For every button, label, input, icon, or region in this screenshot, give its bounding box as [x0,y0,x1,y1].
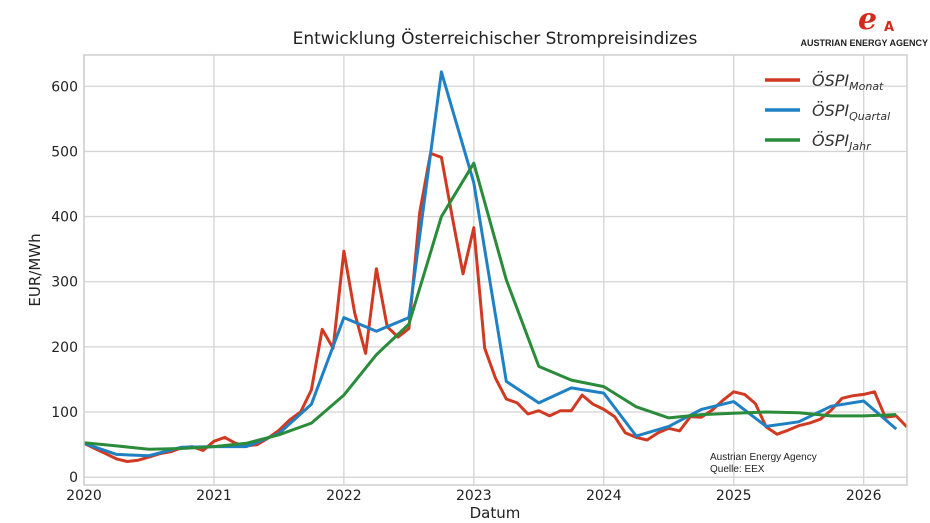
x-axis-label: Datum [470,504,521,522]
legend-label-monat: ÖSPIMonat [812,71,884,93]
y-tick-label: 100 [51,405,78,421]
legend-name: ÖSPI [812,71,849,90]
annotation-source: Quelle: EEX [710,464,765,475]
x-tick-label: 2024 [586,488,622,504]
series-line-monat [83,151,909,463]
series-lines [83,70,909,463]
y-tick-label: 500 [51,144,78,160]
logo-text: AUSTRIAN ENERGY AGENCY [800,38,928,48]
x-tick-label: 2026 [846,488,882,504]
plot-frame [83,54,908,486]
legend-subscript: Quartal [849,110,890,123]
x-tick-label: 2023 [456,488,492,504]
legend-subscript: Monat [849,80,884,93]
legend-subscript: Jahr [847,140,872,153]
y-axis-label: EUR/MWh [26,233,44,306]
y-tick-label: 400 [51,210,78,226]
legend-name: ÖSPI [812,101,849,120]
series-line-jahr [83,161,897,451]
x-tick-label: 2022 [326,488,362,504]
legend-label-jahr: ÖSPIJahr [812,131,872,153]
tick-labels: 0 100 200 300 400 500 600 2020 2021 2022 2023 2024 2… [51,79,881,504]
logo: e A AUSTRIAN ENERGY AGENCY [800,2,928,48]
series-line-quartal [83,70,898,458]
y-tick-label: 200 [51,340,78,356]
grid [83,55,907,485]
y-tick-label: 300 [51,275,78,291]
annotation-agency: Austrian Energy Agency [710,452,817,463]
x-tick-label: 2021 [196,488,232,504]
chart-title: Entwicklung Österreichischer Strompreisi… [293,27,698,49]
legend-name: ÖSPI [812,131,849,150]
x-tick-label: 2025 [716,488,752,504]
logo-mark-a: A [884,20,894,35]
y-tick-label: 600 [51,79,78,95]
y-tick-label: 0 [69,470,78,486]
logo-mark: e [858,2,877,37]
legend-label-quartal: ÖSPIQuartal [812,101,890,123]
x-tick-label: 2020 [66,488,102,504]
